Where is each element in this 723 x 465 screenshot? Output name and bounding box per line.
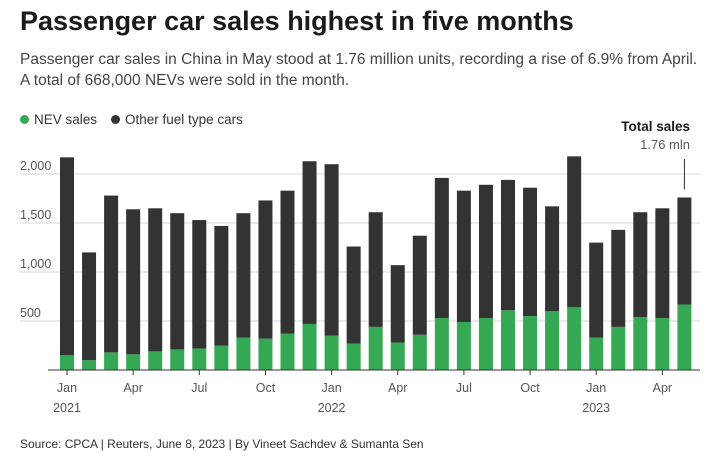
bar-other bbox=[148, 208, 163, 352]
bar-nev bbox=[478, 318, 493, 370]
legend-item-other: Other fuel type cars bbox=[111, 112, 243, 127]
bar-other bbox=[214, 225, 229, 346]
x-tick-label: Oct bbox=[520, 381, 540, 395]
bar-other bbox=[501, 179, 515, 311]
bar-nev bbox=[677, 304, 692, 370]
bar-other bbox=[523, 187, 538, 317]
legend-swatch-nev bbox=[20, 115, 29, 124]
bar-other bbox=[170, 213, 185, 350]
x-tick-label: Jan bbox=[57, 381, 77, 395]
bar-other bbox=[192, 220, 207, 349]
bar-nev bbox=[60, 355, 74, 370]
bar-other bbox=[280, 190, 295, 334]
bar-other bbox=[368, 212, 383, 327]
x-tick-label: Jul bbox=[456, 381, 472, 395]
bar-nev bbox=[280, 333, 295, 370]
bar-nev bbox=[655, 318, 670, 370]
bar-other bbox=[412, 235, 427, 335]
bar-other bbox=[567, 156, 582, 308]
source-note: Source: CPCA | Reuters, June 8, 2023 | B… bbox=[20, 437, 424, 451]
bar-nev bbox=[82, 360, 97, 370]
bar-other bbox=[390, 265, 405, 343]
bar-nev bbox=[589, 337, 604, 370]
y-tick-label: 1,500 bbox=[20, 208, 51, 222]
bar-other bbox=[589, 242, 604, 338]
x-tick-year: 2023 bbox=[582, 401, 610, 415]
bar-other bbox=[82, 252, 97, 361]
x-tick-year: 2022 bbox=[318, 401, 346, 415]
bar-nev bbox=[412, 334, 427, 370]
bar-nev bbox=[567, 307, 582, 370]
x-tick-label: Apr bbox=[123, 381, 142, 395]
x-tick-year: 2021 bbox=[53, 401, 81, 415]
bar-nev bbox=[368, 326, 383, 370]
x-tick-label: Oct bbox=[256, 381, 276, 395]
bar-nev bbox=[258, 338, 273, 370]
bar-other bbox=[302, 161, 317, 324]
bar-nev bbox=[346, 343, 361, 370]
x-tick-label: Apr bbox=[388, 381, 407, 395]
bar-other bbox=[655, 208, 670, 319]
bar-other bbox=[258, 200, 273, 339]
bar-nev bbox=[126, 354, 141, 370]
x-tick-label: Jan bbox=[322, 381, 342, 395]
legend: NEV sales Other fuel type cars bbox=[20, 112, 257, 127]
bar-other bbox=[478, 184, 493, 319]
bar-nev bbox=[523, 316, 538, 370]
y-tick-label: 2,000 bbox=[20, 159, 51, 173]
legend-label-nev: NEV sales bbox=[34, 112, 98, 127]
bar-other bbox=[236, 213, 251, 338]
bar-nev bbox=[302, 323, 317, 370]
legend-item-nev: NEV sales bbox=[20, 112, 97, 127]
bar-other bbox=[324, 164, 339, 336]
x-tick-label: Apr bbox=[653, 381, 672, 395]
bar-nev bbox=[104, 352, 119, 370]
bar-other bbox=[545, 206, 560, 312]
bar-other bbox=[126, 209, 141, 355]
chart-title: Passenger car sales highest in five mont… bbox=[20, 6, 574, 36]
bar-nev bbox=[434, 318, 449, 370]
y-tick-label: 500 bbox=[20, 306, 41, 320]
bar-other bbox=[434, 177, 449, 319]
bar-nev bbox=[214, 345, 229, 370]
bar-nev bbox=[170, 349, 185, 370]
bar-nev bbox=[192, 348, 207, 370]
annotation-title: Total sales bbox=[621, 119, 690, 134]
bar-other bbox=[611, 229, 626, 327]
bar-nev bbox=[324, 335, 339, 370]
x-tick-label: Jan bbox=[586, 381, 606, 395]
bar-nev bbox=[236, 337, 251, 370]
legend-swatch-other bbox=[111, 115, 121, 124]
x-tick-label: Jul bbox=[191, 381, 207, 395]
bar-nev bbox=[390, 342, 405, 370]
bar-other bbox=[456, 190, 471, 322]
bar-nev bbox=[633, 317, 648, 370]
y-tick-label: 1,000 bbox=[20, 257, 51, 271]
bar-other bbox=[346, 246, 361, 344]
annotation-value: 1.76 mln bbox=[640, 137, 690, 152]
bar-nev bbox=[456, 321, 471, 370]
bar-nev bbox=[611, 326, 626, 370]
bar-nev bbox=[545, 311, 560, 370]
bar-nev bbox=[148, 351, 163, 370]
bar-nev bbox=[501, 310, 515, 370]
bar-other bbox=[104, 195, 119, 353]
bar-other bbox=[60, 157, 74, 356]
bar-other bbox=[633, 212, 648, 318]
bar-other bbox=[677, 197, 692, 305]
chart-subtitle: Passenger car sales in China in May stoo… bbox=[20, 51, 698, 89]
legend-label-other: Other fuel type cars bbox=[125, 112, 243, 127]
